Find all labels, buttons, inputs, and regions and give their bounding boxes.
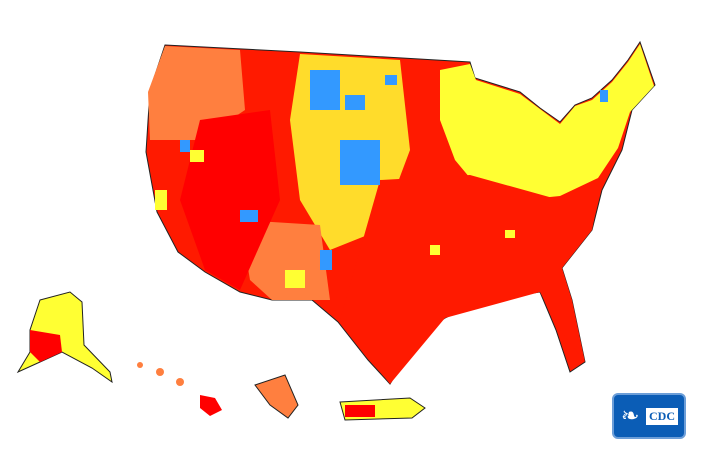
northeast-region (440, 44, 654, 200)
hhs-eagle-icon: ❧ (621, 403, 640, 428)
alaska-red (30, 330, 62, 362)
cdc-logo-text: CDC (646, 407, 678, 425)
hawaii (137, 362, 222, 416)
southeast-red (340, 175, 600, 384)
low-transmission-counties (180, 70, 608, 270)
northwest-region (148, 46, 245, 140)
puerto-rico-red (345, 405, 375, 417)
southwest-orange (240, 220, 330, 300)
cdc-logo: ❧ CDC (612, 393, 686, 439)
moderate-patches (155, 150, 515, 288)
guam (254, 374, 299, 419)
mountain-west-red (180, 110, 280, 290)
